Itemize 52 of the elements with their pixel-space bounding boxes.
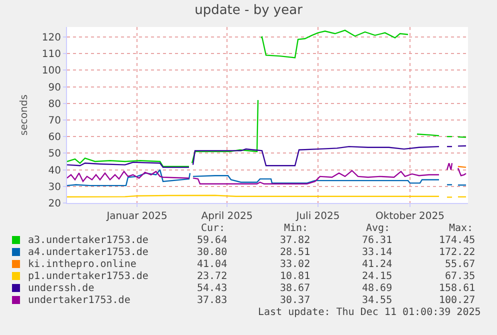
text: Max: <box>449 223 474 234</box>
text: 174.45 <box>439 235 476 246</box>
text: 30.80 <box>197 247 228 258</box>
y-tick-label: 80 <box>48 98 61 110</box>
x-tick-label: April 2025 <box>201 211 253 222</box>
y-tick-label: 40 <box>48 165 61 176</box>
text: 33.02 <box>280 259 310 270</box>
text: 158.61 <box>439 283 476 294</box>
text: 38.67 <box>280 283 310 294</box>
text: Min: <box>284 223 308 234</box>
legend-label: underssh.de <box>28 283 94 294</box>
y-tick-label: 50 <box>48 148 61 160</box>
text: Last update: Thu Dec 11 01:00:39 2025 <box>258 307 481 318</box>
y-tick-label: 100 <box>42 66 61 77</box>
text: 55.67 <box>445 259 476 270</box>
text: 24.15 <box>362 271 392 282</box>
text: 37.82 <box>280 235 310 246</box>
text: 54.43 <box>197 283 228 294</box>
x-tick-label: Oktober 2025 <box>376 211 444 222</box>
y-tick-label: 90 <box>48 82 61 94</box>
text: 76.31 <box>362 235 392 246</box>
y-tick-label: 110 <box>42 49 61 60</box>
text: 34.55 <box>362 295 392 306</box>
text: Cur: <box>201 223 226 234</box>
legend-label: ki.inthepro.online <box>28 259 136 270</box>
text: 100.27 <box>439 295 476 306</box>
y-tick-label: 70 <box>48 115 61 126</box>
y-tick-label: 30 <box>48 182 61 193</box>
legend-label: a3.undertaker1753.de <box>28 235 148 246</box>
text: 41.24 <box>362 259 392 270</box>
chart-title: update - by year <box>194 3 304 18</box>
text: 48.69 <box>362 283 392 294</box>
text: 37.83 <box>197 295 228 306</box>
text: 10.81 <box>280 271 310 282</box>
y-tick-label: 20 <box>48 198 61 210</box>
text: 41.04 <box>197 259 228 270</box>
x-tick-label: Juli 2025 <box>295 211 340 222</box>
text: 67.35 <box>445 271 476 282</box>
text: 23.72 <box>197 271 228 282</box>
legend-label: p1.undertaker1753.de <box>28 271 148 282</box>
text: 33.14 <box>362 247 392 258</box>
text: 59.64 <box>197 235 228 246</box>
y-tick-label: 60 <box>48 132 61 144</box>
y-axis-title: seconds <box>18 94 30 136</box>
x-tick-label: Januar 2025 <box>106 211 168 222</box>
legend-label: a4.undertaker1753.de <box>28 247 148 258</box>
text: 30.37 <box>280 295 310 306</box>
y-tick-label: 120 <box>42 32 61 44</box>
text: 28.51 <box>280 247 310 258</box>
text: Avg: <box>366 223 390 234</box>
text: 172.22 <box>439 247 476 258</box>
legend-label: undertaker1753.de <box>28 295 130 306</box>
